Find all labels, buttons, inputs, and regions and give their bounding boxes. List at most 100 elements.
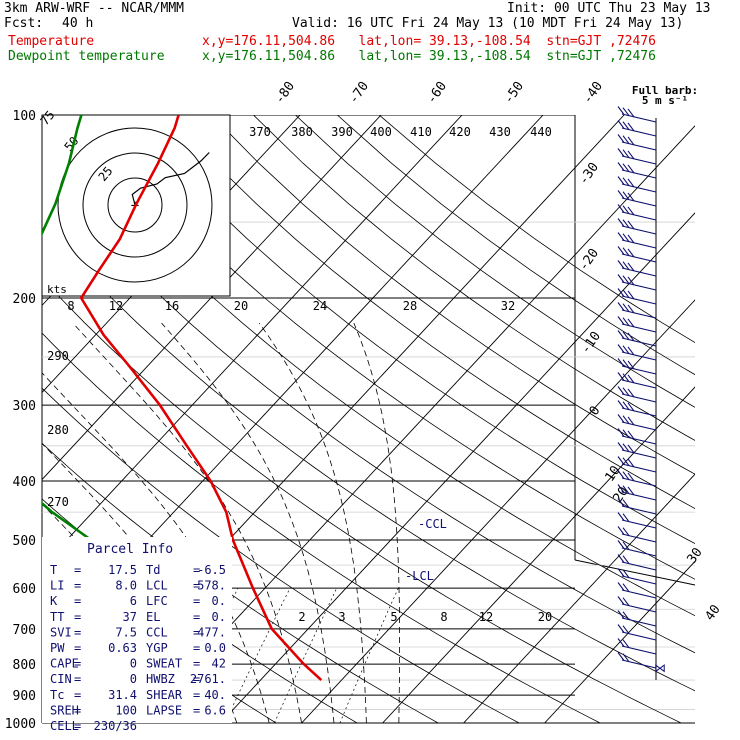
dry-adiabat-line	[43, 115, 695, 617]
wind-barb-flag	[617, 218, 625, 227]
dry-adiabat-line	[42, 387, 520, 723]
parcel-field-value: 42	[212, 657, 226, 671]
isotherm-line	[301, 299, 695, 723]
wind-barb	[617, 134, 657, 151]
pressure-tick-label: 600	[13, 582, 36, 597]
wind-barb-shaft	[621, 589, 657, 599]
wind-barb-shaft	[621, 197, 657, 207]
wind-barb-flag	[622, 149, 630, 159]
wind-barb	[617, 610, 657, 627]
wind-barb-shaft	[621, 561, 657, 571]
wind-barb-flag	[617, 274, 625, 283]
wind-barb	[617, 400, 657, 417]
wind-barb-shaft	[621, 351, 657, 361]
wind-calm-marker: ⋈	[654, 661, 666, 675]
theta-label: 400	[370, 125, 392, 139]
parcel-info-panel	[42, 537, 232, 723]
wind-barb-flag	[627, 206, 635, 216]
isotherm-label: -10	[578, 329, 604, 357]
parcel-field-value: 37	[123, 610, 137, 624]
wind-barb-flag	[622, 247, 630, 257]
wind-barb	[617, 106, 657, 123]
parcel-field-equals: =	[74, 688, 81, 702]
wind-barb-shaft	[621, 393, 657, 403]
wind-barb	[617, 540, 657, 557]
speed-label: 24	[313, 299, 327, 313]
wind-barb-flag	[627, 122, 635, 132]
wind-barb-flag	[617, 204, 625, 213]
wind-barb	[617, 232, 657, 249]
parcel-field-label: YGP	[146, 641, 168, 655]
forecast-label: Fcst:	[4, 16, 44, 31]
wind-barb-shaft	[621, 575, 657, 585]
speed-label: 32	[501, 299, 515, 313]
wind-barb	[617, 288, 657, 305]
wind-barb	[617, 470, 657, 487]
parcel-field-equals: =	[193, 594, 200, 608]
wind-barb-flag	[622, 331, 630, 341]
pressure-tick-label: 100	[13, 109, 36, 124]
wind-barb	[617, 162, 657, 179]
parcel-field-equals: =	[74, 719, 81, 733]
wind-barb-shaft	[621, 631, 657, 641]
parcel-field-value: 17.5	[108, 563, 137, 577]
wind-barb-flag	[617, 260, 625, 269]
parcel-field-equals: =	[74, 672, 81, 686]
mixing-ratio-label: 12	[479, 610, 493, 624]
wind-barb	[617, 204, 657, 221]
wind-barb-flag	[622, 107, 630, 117]
wind-barb-shaft	[621, 463, 657, 473]
wind-barb-shaft	[621, 225, 657, 235]
theta-label: 290	[47, 349, 69, 363]
model-title: 3km ARW-WRF -- NCAR/MMM	[4, 1, 185, 16]
lcl-marker: -LCL	[405, 569, 434, 583]
wind-barb	[617, 596, 657, 613]
moist-adiabat-line	[42, 442, 238, 723]
parcel-field-label: Tc	[50, 688, 64, 702]
wind-barb-shaft	[621, 337, 657, 347]
moist-adiabat-line	[353, 323, 400, 723]
parcel-field-value: 40.	[204, 688, 226, 702]
parcel-field-label: PW	[50, 641, 65, 655]
isotherm-line	[42, 115, 382, 481]
moist-adiabat-line	[161, 322, 335, 723]
dewpoint-location: x,y=176.11,504.86 lat,lon= 39.13,-108.54…	[202, 49, 656, 64]
wind-barb-shaft	[621, 323, 657, 333]
pressure-tick-label: 400	[13, 475, 36, 490]
wind-barb-flag	[617, 358, 625, 367]
parcel-field-label: Td	[146, 563, 160, 577]
wind-barb-flag	[617, 386, 625, 395]
wind-barb-flag	[622, 485, 630, 495]
parcel-field-label: K	[50, 594, 58, 608]
parcel-field-equals: =	[193, 563, 200, 577]
wind-barb-shaft	[621, 141, 657, 151]
wind-barb-flag	[622, 233, 630, 243]
wind-barb	[617, 330, 657, 347]
wind-barb-flag	[617, 120, 625, 129]
wind-barb-flag	[622, 457, 630, 467]
wind-barb-shaft	[621, 113, 657, 123]
wind-barb	[617, 190, 657, 207]
wind-barb-shaft	[621, 477, 657, 487]
isotherm-line	[382, 386, 695, 723]
wind-barb-flag	[617, 330, 625, 339]
wind-barb-shaft	[621, 183, 657, 193]
wind-barb-flag	[617, 554, 625, 563]
wind-barb-flag	[627, 150, 635, 160]
parcel-field-label: T	[50, 563, 57, 577]
wind-barb	[617, 372, 657, 389]
wind-barb-flag	[622, 177, 630, 187]
wind-barb-flag	[622, 289, 630, 299]
isotherm-label: -80	[272, 79, 298, 107]
wind-barb-flag	[622, 205, 630, 215]
parcel-field-value: 0.0	[204, 641, 226, 655]
speed-label: 8	[67, 299, 74, 313]
dry-adiabat-line	[42, 167, 695, 654]
wind-barb	[617, 148, 657, 165]
wind-barb	[617, 246, 657, 263]
parcel-field-equals: =	[74, 703, 81, 717]
mixing-ratio-line	[339, 587, 399, 723]
pressure-tick-label: 900	[13, 689, 36, 704]
wind-barb-flag	[622, 527, 630, 537]
wind-barb-shaft	[621, 533, 657, 543]
